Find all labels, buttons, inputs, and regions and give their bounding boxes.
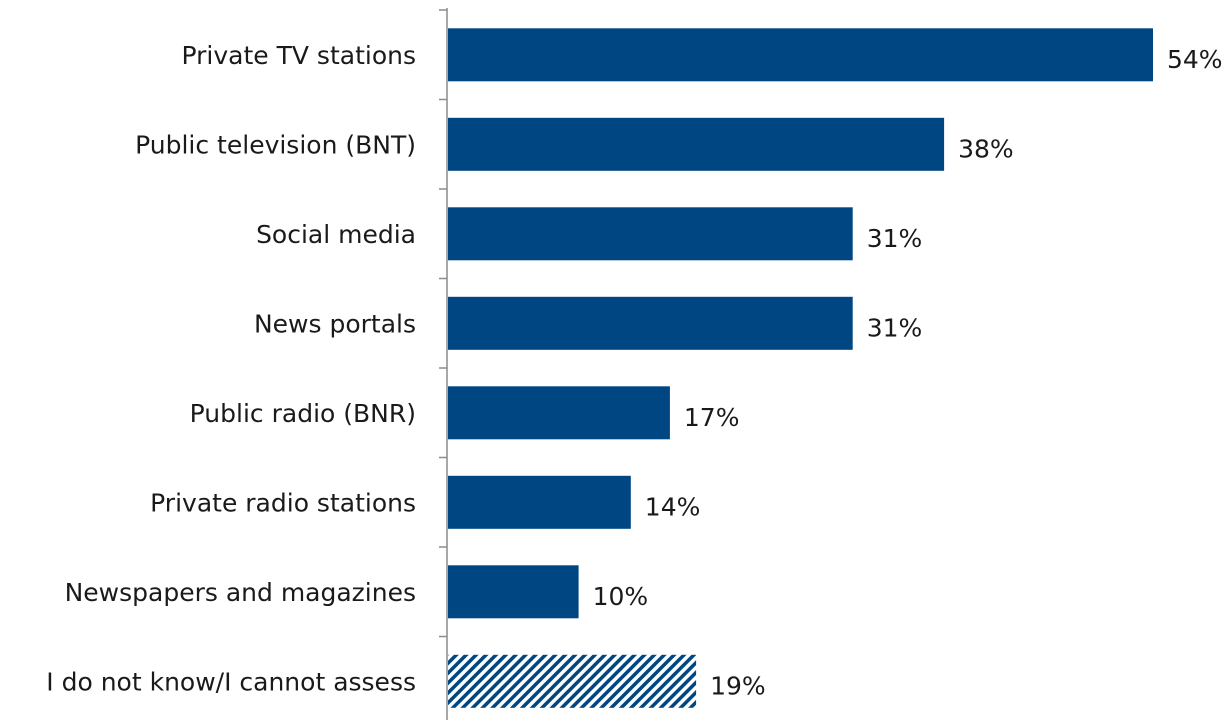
bar-public-radio-bnr xyxy=(448,386,670,440)
bar-i-do-not-know-i-cannot-assess xyxy=(448,654,697,708)
bar-private-tv-stations xyxy=(448,28,1153,82)
value-label: 19% xyxy=(710,671,766,700)
bar-newspapers-and-magazines xyxy=(448,565,579,619)
value-label: 14% xyxy=(645,492,701,521)
value-label: 31% xyxy=(867,313,923,342)
bar-public-television-bnt xyxy=(448,117,945,171)
category-label: Private TV stations xyxy=(182,41,417,70)
bar-news-portals xyxy=(448,296,853,350)
y-axis xyxy=(439,8,448,720)
category-label: News portals xyxy=(254,309,416,338)
value-label: 54% xyxy=(1167,45,1223,74)
category-label: I do not know/I cannot assess xyxy=(46,667,416,696)
category-labels: Private TV stations Public television (BN… xyxy=(46,41,417,696)
category-label: Public television (BNT) xyxy=(135,130,416,159)
bar-social-media xyxy=(448,207,853,261)
bars-layer xyxy=(448,28,1153,708)
value-label: 10% xyxy=(593,582,649,611)
category-label: Social media xyxy=(256,220,416,249)
value-labels: 54% 38% 31% 31% 17% 14% 10% 19% xyxy=(593,45,1223,700)
category-label: Public radio (BNR) xyxy=(190,399,416,428)
category-label: Newspapers and magazines xyxy=(65,578,416,607)
value-label: 31% xyxy=(867,224,923,253)
value-label: 38% xyxy=(958,134,1014,163)
category-label: Private radio stations xyxy=(150,488,416,517)
value-label: 17% xyxy=(684,403,740,432)
bar-private-radio-stations xyxy=(448,475,631,529)
